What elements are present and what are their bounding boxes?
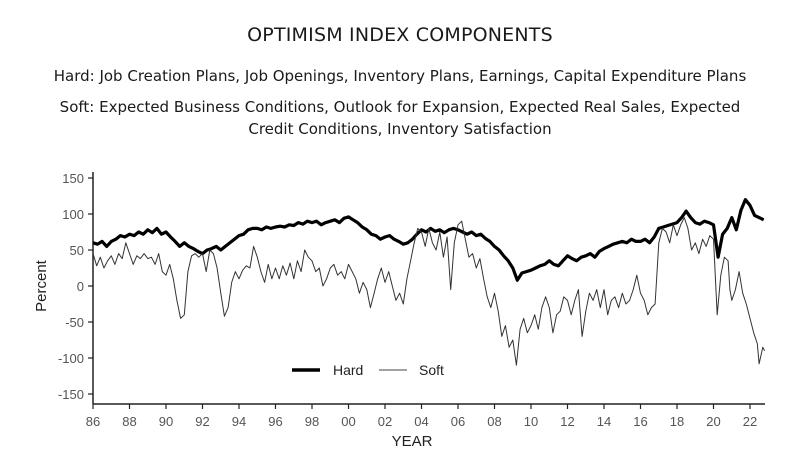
y-tick-label: 0 — [77, 279, 84, 294]
x-tick-label: 06 — [451, 414, 465, 429]
x-tick-label: 18 — [670, 414, 684, 429]
y-axis-title: Percent — [33, 259, 50, 312]
series-line-hard — [92, 198, 765, 282]
y-tick-label: 150 — [62, 171, 84, 186]
x-tick-label: 22 — [743, 414, 757, 429]
x-tick-label: 04 — [414, 414, 428, 429]
x-tick-label: 16 — [633, 414, 647, 429]
x-tick-label: 08 — [487, 414, 501, 429]
x-tick-label: 10 — [524, 414, 538, 429]
series-line-soft — [92, 217, 766, 366]
y-tick-label: 50 — [70, 243, 84, 258]
y-tick-label: -150 — [58, 387, 84, 402]
x-tick-label: 14 — [597, 414, 611, 429]
legend-label-soft: Soft — [419, 362, 444, 378]
x-tick-label: 02 — [378, 414, 392, 429]
legend-label-hard: Hard — [333, 362, 363, 378]
subtitle-hard: Hard: Job Creation Plans, Job Openings, … — [53, 67, 747, 85]
x-tick-label: 86 — [86, 414, 100, 429]
x-tick-label: 94 — [232, 414, 246, 429]
y-tick-label: -100 — [58, 351, 84, 366]
x-tick-label: 92 — [195, 414, 209, 429]
chart-title: OPTIMISM INDEX COMPONENTS — [247, 24, 553, 46]
x-axis-title: YEAR — [392, 433, 433, 450]
x-tick-label: 98 — [305, 414, 319, 429]
subtitle-soft: Soft: Expected Business Conditions, Outl… — [59, 98, 741, 138]
x-tick-label: 90 — [159, 414, 173, 429]
x-tick-label: 20 — [706, 414, 720, 429]
series-lines — [92, 198, 766, 366]
x-tick-label: 00 — [341, 414, 355, 429]
y-tick-label: -50 — [65, 315, 84, 330]
legend: Hard Soft — [292, 362, 444, 378]
x-tick-label: 96 — [268, 414, 282, 429]
x-tick-label: 12 — [560, 414, 574, 429]
x-tick-label: 88 — [122, 414, 136, 429]
y-tick-label: 100 — [62, 207, 84, 222]
